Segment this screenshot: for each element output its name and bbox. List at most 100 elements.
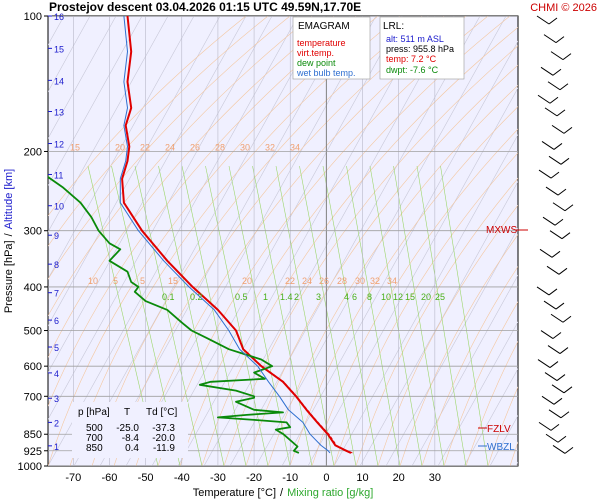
moist-adiabat-line [465,340,518,466]
wind-barb-staff [537,94,551,104]
lrl-alt: alt: 511 m ASL [386,34,444,44]
wind-barb-staff [542,216,556,226]
mixing-label-upper: 15 [70,142,80,152]
wind-barb-feather [564,204,574,212]
mixing-ratio-line [252,165,313,466]
grid-layer [48,16,600,466]
y-axis-label-altitude: Altitude [km] [3,169,15,230]
mixing-label-mid: 20 [242,276,252,286]
mixing-label-green: 2 [294,292,299,302]
y-tick-label: 400 [24,282,42,294]
level-table: p [hPa] T Td [°C] 500 -25.0 -37.3 700 -8… [72,402,188,458]
y-tick-label: 700 [24,391,42,403]
table-cell: 500 [86,423,103,434]
mixing-label-green: 3 [316,292,321,302]
wind-barb [537,94,559,104]
wind-barb-feather [551,250,561,258]
moist-adiabat-line [48,16,291,280]
x-tick-label: 20 [393,472,405,484]
moist-adiabat-line [333,152,518,466]
mixing-label-upper: 30 [240,142,250,152]
mixing-label-green: 4 [344,292,349,302]
table-cell: 0.4 [125,443,139,454]
mixing-label-green: 25 [435,292,445,302]
wind-barb [543,34,565,44]
wind-barb-staff [548,409,562,419]
x-axis-label-mixing: Mixing ratio [g/kg] [287,487,373,499]
lrl-box: LRL: alt: 511 m ASL press: 955.8 hPa tem… [379,16,465,80]
wind-barbs [536,15,574,454]
y-tick-label: 200 [24,146,42,158]
table-cell: 700 [86,433,103,444]
wind-barb-feather [552,332,562,339]
moist-adiabat-line [421,266,518,466]
wind-barb [541,395,563,405]
legend-box [292,16,371,80]
table-header-td: Td [°C] [146,407,177,418]
wind-barb [538,169,560,179]
wind-barb [537,359,559,368]
altitude-tick-label: 13 [54,107,64,117]
wind-barb [544,107,566,117]
series-dew-point-line [48,175,300,454]
adiabat-line [48,16,299,466]
wind-barb-feather [549,96,559,104]
adiabat-line [437,321,518,466]
mixing-label-green: 0.5 [235,292,248,302]
altitude-tick-label: 6 [54,316,59,326]
x-tick-label: -50 [138,472,154,484]
wind-barb [552,202,574,212]
moist-adiabat-line [267,84,518,466]
wind-barb [546,265,568,275]
wind-barb [539,248,561,258]
adiabat-line [48,16,117,140]
wind-barb-staff [544,372,558,381]
mixing-label-mid: 30 [355,276,365,286]
wind-barb-staff [544,107,558,117]
table-header-t: T [124,407,130,418]
moist-adiabat-line [48,16,313,317]
mixing-ratio-line [134,165,203,466]
altitude-tick-label: 14 [54,76,64,86]
wind-barb-feather [552,68,562,76]
mixing-label-green: 6 [352,292,357,302]
wind-barb-staff [551,124,565,134]
mixing-label-green: 15 [405,292,415,302]
altitude-tick-label: 2 [54,418,59,428]
mixing-label-mid: 32 [370,276,380,286]
axis-layer: -70 -60 -50 -40 -30 -20 -10 0 10 20 30 100 200 300 400… [18,11,446,484]
mixing-ratio-line [205,165,269,466]
adiabat-line [594,16,600,466]
adiabat-line [463,368,518,466]
y-axis-label-pressure: Pressure [hPa] [3,240,15,313]
wind-barb-feather [555,36,565,44]
mixing-label-mid: 34 [387,276,397,286]
mxws-label: MXWS [486,225,517,236]
altitude-tick-label: 7 [54,289,59,299]
legend-temperature: temperature [297,38,346,48]
wind-barb [541,141,563,150]
x-axis-label-temperature: Temperature [°C] [193,487,276,499]
x-tick-label: -20 [246,472,262,484]
series-layer [48,16,353,454]
wind-barb-feather [564,447,574,454]
lrl-heading: LRL: [383,21,404,32]
y-tick-label: 300 [24,226,42,238]
moist-adiabat-line [443,301,518,466]
wind-barb [543,300,565,310]
wind-barb-staff [545,186,559,196]
table-cell: -37.3 [152,423,175,434]
altitude-tick-label: 1 [54,442,59,452]
legend: EMAGRAM temperature virt.temp. dew point… [292,16,371,80]
wind-barb-feather [558,267,568,275]
wind-barb [548,155,570,165]
wind-barb-feather [549,361,559,368]
wind-barb-feather [554,218,564,226]
wind-barb-staff [538,421,552,431]
altitude-tick-label: 16 [54,12,64,22]
adiabat-line [177,16,429,466]
mixing-label-green: 10 [381,292,391,302]
mixing-ratio-line [440,165,489,466]
altitude-tick-label: 15 [54,44,64,54]
